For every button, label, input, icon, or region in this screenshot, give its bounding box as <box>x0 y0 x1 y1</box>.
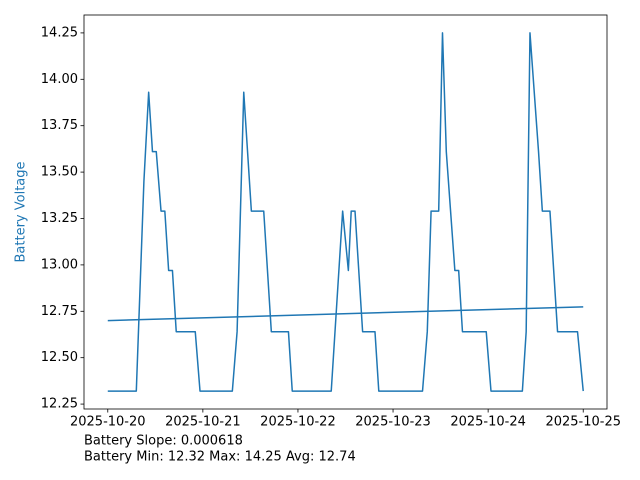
x-tick-label: 2025-10-20 <box>70 415 146 430</box>
y-tick-label: 12.25 <box>41 397 78 412</box>
y-tick-label: 13.50 <box>41 165 78 180</box>
annotation: Battery Slope: 0.000618 <box>84 434 243 449</box>
x-tick-label: 2025-10-24 <box>450 415 526 430</box>
x-tick-label: 2025-10-23 <box>355 415 431 430</box>
y-tick-label: 13.75 <box>41 118 78 133</box>
y-axis-label: Battery Voltage <box>14 161 29 262</box>
y-tick-label: 13.00 <box>41 257 78 272</box>
y-tick-label: 13.25 <box>41 211 78 226</box>
x-tick-label: 2025-10-21 <box>165 415 241 430</box>
x-tick-label: 2025-10-25 <box>545 415 621 430</box>
x-tick-label: 2025-10-22 <box>260 415 336 430</box>
line <box>107 32 584 392</box>
annotation: Battery Min: 12.32 Max: 14.25 Avg: 12.74 <box>84 450 356 465</box>
y-tick-label: 14.25 <box>41 25 78 40</box>
y-tick-label: 14.00 <box>41 72 78 87</box>
plot-frame <box>83 14 608 410</box>
y-tick-label: 12.50 <box>41 350 78 365</box>
line <box>107 306 584 322</box>
y-tick-label: 12.75 <box>41 304 78 319</box>
